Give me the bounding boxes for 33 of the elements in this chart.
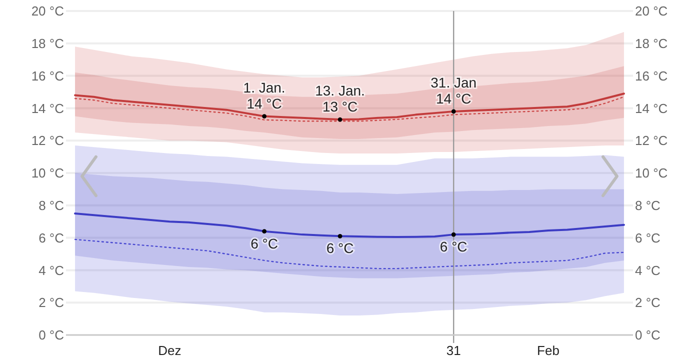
annotation: 6 °C [326, 240, 354, 256]
y-tick-label: 18 °C [31, 36, 64, 51]
y2-tick-label: 16 °C [635, 68, 668, 84]
y2-tick-label: 2 °C [635, 295, 660, 310]
x-tick-label: Feb [537, 343, 560, 358]
annotation: 6 °C [250, 235, 278, 252]
y-tick-label: 16 °C [31, 68, 64, 84]
y-tick-label: 20 °C [31, 4, 64, 19]
x-tick-label: 31 [446, 343, 461, 358]
annotation: 6 °C [440, 238, 468, 255]
x-tick-label: Dez [158, 343, 182, 358]
y-tick-label: 2 °C [38, 295, 64, 310]
y2-tick-label: 6 °C [635, 230, 660, 246]
y-tick-label: 4 °C [38, 262, 64, 278]
y2-tick-label: 18 °C [635, 36, 668, 51]
y2-tick-label: 12 °C [635, 133, 668, 148]
y-tick-label: 8 °C [38, 198, 64, 213]
y-tick-label: 12 °C [31, 133, 64, 148]
y-tick-label: 10 °C [31, 166, 64, 181]
annotation: 13. Jan. 13 °C [315, 82, 365, 115]
line-series [74, 212, 625, 238]
line-series [74, 238, 625, 270]
y2-tick-label: 8 °C [635, 198, 660, 213]
y2-tick-label: 10 °C [635, 166, 668, 181]
y2-tick-label: 4 °C [635, 262, 660, 278]
annotation: 1. Jan. 14 °C [243, 79, 286, 112]
y-tick-label: 14 °C [31, 100, 64, 116]
y2-tick-label: 20 °C [635, 4, 668, 19]
y2-tick-label: 14 °C [635, 100, 668, 116]
y2-tick-label: 0 °C [635, 328, 660, 343]
annotation: 31. Jan 14 °C [430, 74, 477, 106]
y-tick-label: 0 °C [38, 328, 64, 343]
y-tick-label: 6 °C [38, 230, 64, 246]
